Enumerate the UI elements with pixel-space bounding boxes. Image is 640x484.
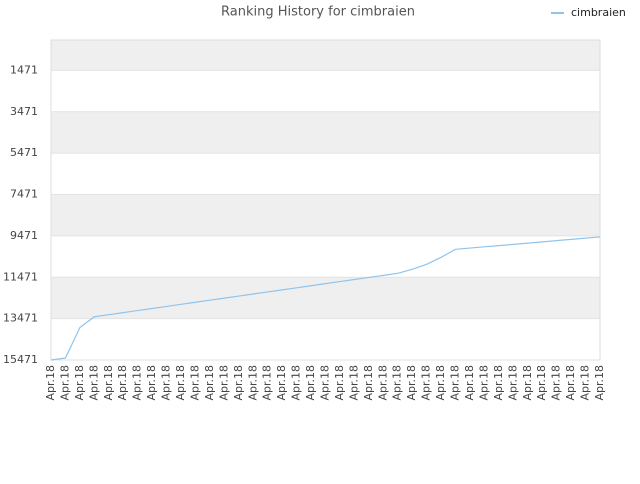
- x-tick-label: Apr.18: [217, 365, 230, 401]
- y-tick-label: 13471: [3, 312, 38, 325]
- x-tick-label: Apr.18: [550, 365, 563, 401]
- x-tick-label: Apr.18: [506, 365, 519, 401]
- x-tick-label: Apr.18: [304, 365, 317, 401]
- x-tick-label: Apr.18: [376, 365, 389, 401]
- x-tick-label: Apr.18: [73, 365, 86, 401]
- x-tick-label: Apr.18: [232, 365, 245, 401]
- y-tick-label: 11471: [3, 270, 38, 283]
- grid-band: [51, 111, 600, 154]
- grid-band: [51, 318, 600, 360]
- x-tick-label: Apr.18: [492, 365, 505, 401]
- x-tick-label: Apr.18: [275, 365, 288, 401]
- x-tick-label: Apr.18: [58, 365, 71, 401]
- x-tick-label: Apr.18: [420, 365, 433, 401]
- x-tick-label: Apr.18: [564, 365, 577, 401]
- grid-band: [51, 70, 600, 112]
- x-tick-label: Apr.18: [333, 365, 346, 401]
- x-tick-label: Apr.18: [160, 365, 173, 401]
- x-tick-label: Apr.18: [87, 365, 100, 401]
- legend-label: cimbraien: [571, 6, 626, 19]
- x-tick-label: Apr.18: [116, 365, 129, 401]
- y-tick-label: 5471: [10, 146, 38, 159]
- x-tick-label: Apr.18: [319, 365, 332, 401]
- x-tick-label: Apr.18: [290, 365, 303, 401]
- grid-band: [51, 153, 600, 195]
- x-tick-label: Apr.18: [203, 365, 216, 401]
- x-tick-label: Apr.18: [246, 365, 259, 401]
- y-tick-label: 1471: [10, 63, 38, 76]
- y-tick-label: 7471: [10, 188, 38, 201]
- y-tick-label: 15471: [3, 353, 38, 366]
- x-tick-label: Apr.18: [44, 365, 57, 401]
- grid-band: [51, 235, 600, 278]
- x-tick-label: Apr.18: [449, 365, 462, 401]
- x-tick-label: Apr.18: [131, 365, 144, 401]
- y-tick-label: 3471: [10, 105, 38, 118]
- x-tick-label: Apr.18: [362, 365, 375, 401]
- x-tick-label: Apr.18: [347, 365, 360, 401]
- x-tick-label: Apr.18: [102, 365, 115, 401]
- x-tick-label: Apr.18: [521, 365, 534, 401]
- x-tick-label: Apr.18: [145, 365, 158, 401]
- x-tick-label: Apr.18: [593, 365, 606, 401]
- x-tick-label: Apr.18: [405, 365, 418, 401]
- x-tick-label: Apr.18: [391, 365, 404, 401]
- x-tick-label: Apr.18: [477, 365, 490, 401]
- x-tick-label: Apr.18: [188, 365, 201, 401]
- x-tick-label: Apr.18: [261, 365, 274, 401]
- x-tick-label: Apr.18: [174, 365, 187, 401]
- x-tick-label: Apr.18: [535, 365, 548, 401]
- data-line: [50, 236, 601, 361]
- y-tick-label: 9471: [10, 229, 38, 242]
- chart-title: Ranking History for cimbraien: [221, 5, 415, 20]
- grid-band: [51, 194, 600, 236]
- grid-band: [51, 40, 600, 71]
- x-tick-label: Apr.18: [579, 365, 592, 401]
- x-tick-label: Apr.18: [434, 365, 447, 401]
- x-tick-label: Apr.18: [463, 365, 476, 401]
